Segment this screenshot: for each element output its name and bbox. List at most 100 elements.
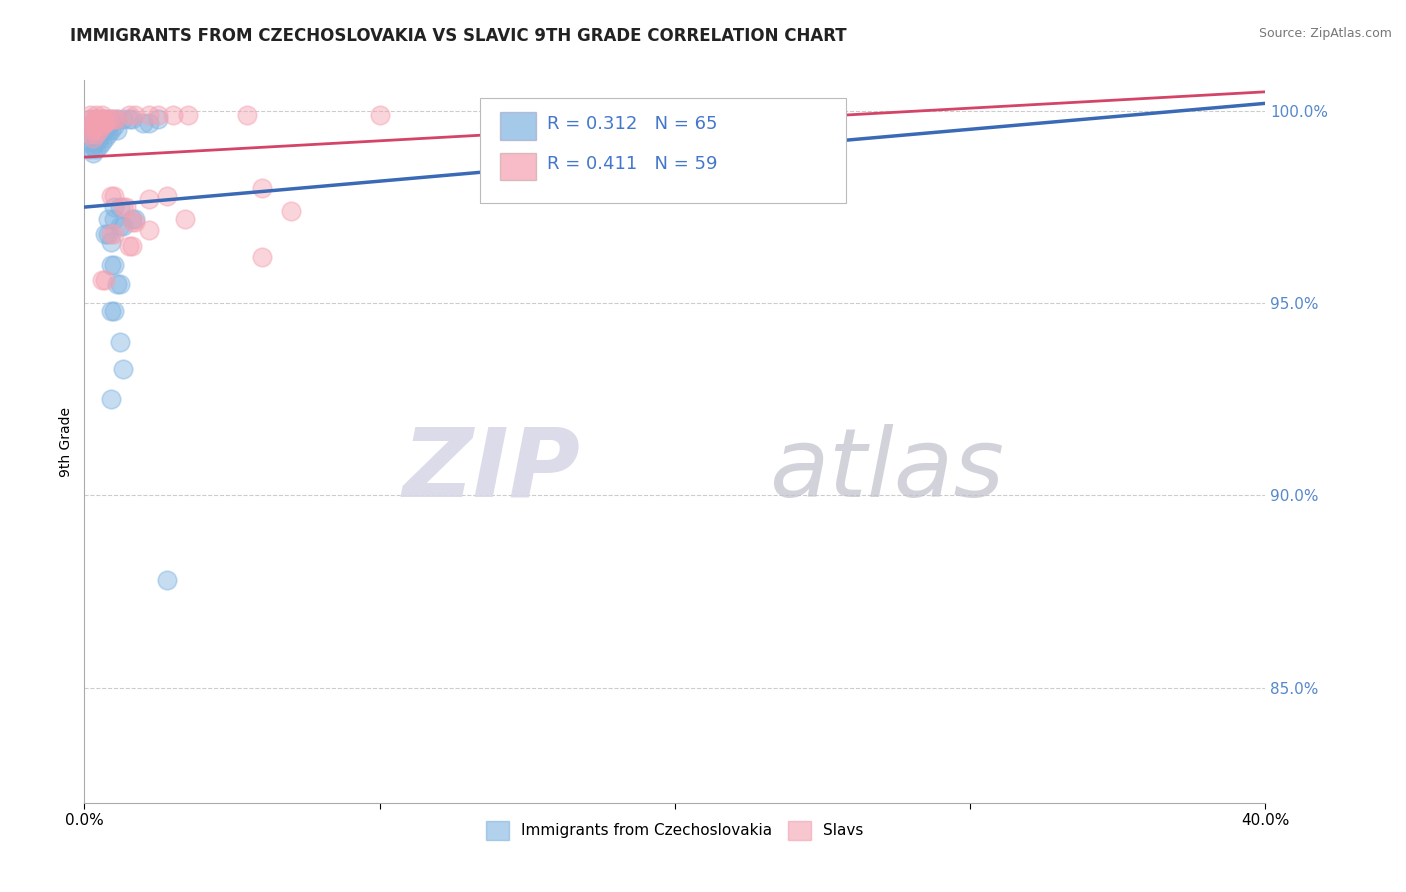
Point bbox=[173, 211, 195, 226]
Point bbox=[108, 334, 131, 349]
Legend: Immigrants from Czechoslovakia, Slavs: Immigrants from Czechoslovakia, Slavs bbox=[481, 815, 869, 846]
Point bbox=[103, 304, 125, 318]
Point bbox=[111, 361, 134, 376]
Point bbox=[114, 200, 136, 214]
Point bbox=[138, 223, 160, 237]
Point bbox=[111, 112, 134, 126]
Text: R = 0.411   N = 59: R = 0.411 N = 59 bbox=[547, 155, 718, 173]
Point bbox=[97, 120, 120, 134]
Point bbox=[100, 258, 122, 272]
Point bbox=[100, 304, 122, 318]
Point bbox=[84, 112, 107, 126]
Point bbox=[82, 115, 104, 129]
Point bbox=[91, 112, 114, 126]
Point bbox=[177, 108, 200, 122]
Point bbox=[84, 143, 107, 157]
Point bbox=[94, 227, 117, 241]
Point bbox=[82, 123, 104, 137]
Point bbox=[103, 211, 125, 226]
Point bbox=[105, 123, 128, 137]
Point bbox=[79, 135, 101, 149]
Point bbox=[250, 250, 273, 264]
Point bbox=[82, 131, 104, 145]
Point bbox=[118, 238, 141, 252]
Point bbox=[250, 181, 273, 195]
Point bbox=[103, 227, 125, 241]
Point bbox=[100, 112, 122, 126]
Point bbox=[103, 188, 125, 202]
Point bbox=[87, 123, 111, 137]
Point bbox=[79, 127, 101, 141]
Point bbox=[138, 193, 160, 207]
Point bbox=[100, 188, 122, 202]
Point bbox=[84, 127, 107, 141]
Point bbox=[91, 273, 114, 287]
Point bbox=[79, 108, 101, 122]
Point bbox=[82, 138, 104, 153]
Point bbox=[94, 123, 117, 137]
Text: Source: ZipAtlas.com: Source: ZipAtlas.com bbox=[1258, 27, 1392, 40]
Point bbox=[91, 115, 114, 129]
Text: atlas: atlas bbox=[769, 424, 1004, 517]
Point bbox=[94, 131, 117, 145]
Point bbox=[236, 108, 259, 122]
Point bbox=[368, 108, 391, 122]
Text: ZIP: ZIP bbox=[402, 424, 581, 517]
Point bbox=[84, 135, 107, 149]
Point bbox=[156, 573, 179, 587]
Point bbox=[82, 123, 104, 137]
Point bbox=[87, 115, 111, 129]
Point bbox=[162, 108, 184, 122]
Point bbox=[100, 227, 122, 241]
Point bbox=[79, 127, 101, 141]
Point bbox=[82, 146, 104, 161]
Point bbox=[94, 273, 117, 287]
Point bbox=[91, 135, 114, 149]
Point bbox=[79, 143, 101, 157]
Point bbox=[82, 115, 104, 129]
Point bbox=[121, 215, 143, 229]
Point bbox=[84, 120, 107, 134]
Point bbox=[97, 127, 120, 141]
FancyBboxPatch shape bbox=[501, 153, 536, 180]
Point bbox=[100, 392, 122, 407]
Point bbox=[91, 108, 114, 122]
Point bbox=[132, 115, 155, 129]
Point bbox=[94, 115, 117, 129]
Point bbox=[108, 200, 131, 214]
Text: R = 0.312   N = 65: R = 0.312 N = 65 bbox=[547, 115, 718, 133]
Point bbox=[111, 219, 134, 234]
Point bbox=[79, 112, 101, 126]
Point bbox=[108, 219, 131, 234]
Y-axis label: 9th Grade: 9th Grade bbox=[59, 407, 73, 476]
Point bbox=[105, 112, 128, 126]
Point bbox=[91, 127, 114, 141]
FancyBboxPatch shape bbox=[501, 112, 536, 139]
Point bbox=[121, 211, 143, 226]
Point bbox=[124, 211, 146, 226]
Point bbox=[124, 215, 146, 229]
Point bbox=[91, 120, 114, 134]
Point bbox=[124, 108, 146, 122]
Point bbox=[148, 112, 170, 126]
Text: IMMIGRANTS FROM CZECHOSLOVAKIA VS SLAVIC 9TH GRADE CORRELATION CHART: IMMIGRANTS FROM CZECHOSLOVAKIA VS SLAVIC… bbox=[70, 27, 846, 45]
Point bbox=[94, 115, 117, 129]
Point bbox=[91, 120, 114, 134]
Point bbox=[156, 188, 179, 202]
Point bbox=[94, 112, 117, 126]
Point bbox=[148, 108, 170, 122]
Point bbox=[79, 120, 101, 134]
Point bbox=[87, 138, 111, 153]
Point bbox=[84, 127, 107, 141]
Point bbox=[79, 120, 101, 134]
Point bbox=[82, 131, 104, 145]
Point bbox=[108, 277, 131, 291]
FancyBboxPatch shape bbox=[479, 98, 846, 203]
Point bbox=[100, 112, 122, 126]
Point bbox=[138, 115, 160, 129]
Point bbox=[100, 235, 122, 249]
Point bbox=[97, 112, 120, 126]
Point bbox=[118, 108, 141, 122]
Point bbox=[97, 211, 120, 226]
Point bbox=[84, 120, 107, 134]
